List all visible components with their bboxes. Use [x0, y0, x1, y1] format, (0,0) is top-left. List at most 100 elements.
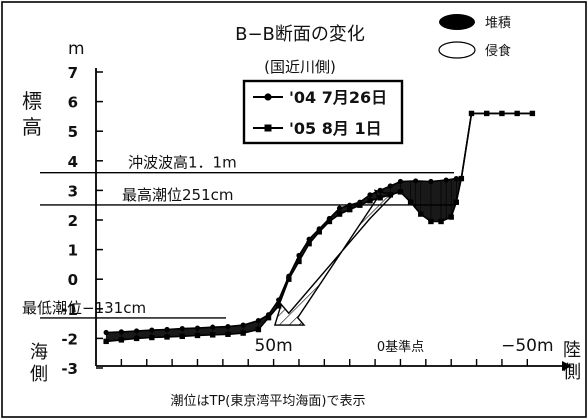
data-point-2005: [377, 195, 383, 201]
chart-title: B−B断面の変化: [235, 24, 365, 45]
y-tick-label: 7: [68, 64, 78, 82]
data-point-2005: [387, 192, 394, 198]
data-point-2004: [347, 202, 353, 208]
data-point-2005: [133, 335, 140, 342]
change-area-segment: [445, 179, 452, 220]
y-tick-label: 1: [68, 242, 78, 260]
shift-arrow: [273, 189, 395, 326]
data-point-2004: [387, 183, 393, 189]
data-point-2005: [240, 330, 246, 336]
y-axis-label: 標高: [22, 89, 42, 139]
data-point-2005: [316, 229, 322, 235]
fill-legend: 堆積 侵食: [438, 14, 511, 59]
change-area-segment: [440, 179, 447, 222]
data-point-2004: [443, 177, 449, 183]
y-tick-label: 3: [68, 182, 78, 200]
data-point-2005: [529, 110, 536, 117]
y-tick-label: 0: [68, 271, 78, 289]
series-legend-label-2005: '05 8月 1日: [289, 119, 382, 138]
data-point-2005: [265, 314, 272, 321]
data-point-2005: [484, 110, 490, 117]
data-point-2005: [418, 211, 424, 217]
fill-legend-label-erosion: 侵食: [485, 43, 511, 59]
data-point-2004: [240, 322, 246, 328]
data-point-2005: [448, 214, 454, 220]
y-tick-label: -3: [61, 360, 78, 378]
data-point-2005: [499, 110, 505, 117]
data-point-2005: [296, 258, 302, 265]
data-point-2004: [179, 326, 185, 332]
reference-lines: 沖波波高1．1m 最高潮位251cm 最低潮位−131cm: [22, 154, 454, 319]
x-tick-label: 50m: [254, 336, 292, 356]
data-point-2004: [306, 236, 312, 242]
series-legend-marker-2004: [264, 93, 272, 101]
data-point-2004: [255, 318, 261, 324]
data-point-2004: [225, 323, 231, 330]
data-point-2005: [468, 110, 475, 117]
data-point-2005: [194, 332, 201, 339]
data-point-2005: [336, 211, 343, 217]
reference-line-label: 最高潮位251cm: [122, 186, 234, 204]
fill-legend-swatch-deposition: [439, 14, 475, 30]
data-point-2005: [179, 333, 185, 340]
data-point-2005: [210, 332, 216, 338]
fill-legend-label-deposition: 堆積: [485, 16, 511, 31]
data-point-2005: [103, 338, 109, 345]
data-series: [103, 110, 536, 345]
series-legend-label-2004: '04 7月26日: [289, 88, 387, 107]
series-legend: '04 7月26日 '05 8月 1日: [242, 79, 404, 145]
data-point-2004: [336, 205, 343, 211]
x-tick-label: 0基準点: [377, 339, 424, 355]
data-point-2005: [407, 199, 414, 205]
data-point-2004: [377, 187, 383, 193]
data-point-2004: [428, 178, 434, 185]
data-point-2004: [210, 324, 216, 330]
chart-axes: -3 -2 -1 0 1 2 3 4 5 6 7 50m 0基準点 −50m: [61, 64, 572, 378]
data-point-2005: [438, 218, 444, 225]
x-tick-label: −50m: [501, 336, 553, 356]
data-point-2004: [164, 326, 170, 333]
y-tick-label: 5: [68, 123, 78, 141]
data-point-2005: [367, 198, 373, 204]
series-legend-marker-2005: [264, 124, 272, 132]
data-point-2004: [118, 329, 124, 335]
chart-subtitle: (国近川側): [264, 58, 336, 76]
data-point-2005: [326, 218, 333, 225]
reference-line-label: 最低潮位−131cm: [22, 299, 146, 317]
data-point-2004: [194, 325, 201, 331]
data-point-2004: [413, 178, 419, 184]
change-area-segment: [430, 180, 442, 222]
data-point-2005: [428, 218, 434, 225]
x-axis-right-label: 陸側: [563, 340, 581, 383]
y-tick-label: -2: [61, 330, 78, 348]
data-point-2004: [133, 328, 140, 334]
data-point-2004: [103, 329, 109, 336]
x-axis-arrowhead: [562, 361, 572, 371]
data-point-2004: [397, 178, 404, 185]
y-tick-label: 2: [68, 212, 78, 230]
data-point-2004: [149, 327, 155, 333]
data-point-2005: [164, 334, 170, 340]
data-point-2005: [397, 189, 404, 195]
fill-legend-swatch-erosion: [438, 41, 476, 59]
data-point-2005: [514, 110, 520, 117]
data-point-2005: [225, 331, 231, 337]
data-point-2005: [453, 199, 459, 205]
data-point-2005: [149, 334, 155, 341]
y-axis-bottom-label: 海側: [30, 342, 48, 385]
data-point-2005: [347, 206, 353, 213]
data-point-2005: [357, 202, 363, 208]
y-tick-label: -1: [61, 301, 78, 319]
reference-line-label: 沖波波高1．1m: [128, 154, 237, 172]
y-tick-label: 4: [68, 153, 78, 171]
series-legend-box: [242, 79, 404, 145]
data-point-2004: [367, 192, 373, 198]
data-point-2005: [118, 337, 125, 343]
y-tick-label: 6: [68, 94, 78, 112]
data-point-2004: [296, 252, 302, 259]
data-point-2005: [255, 326, 262, 333]
data-point-2005: [458, 175, 465, 182]
data-point-2005: [286, 276, 292, 282]
